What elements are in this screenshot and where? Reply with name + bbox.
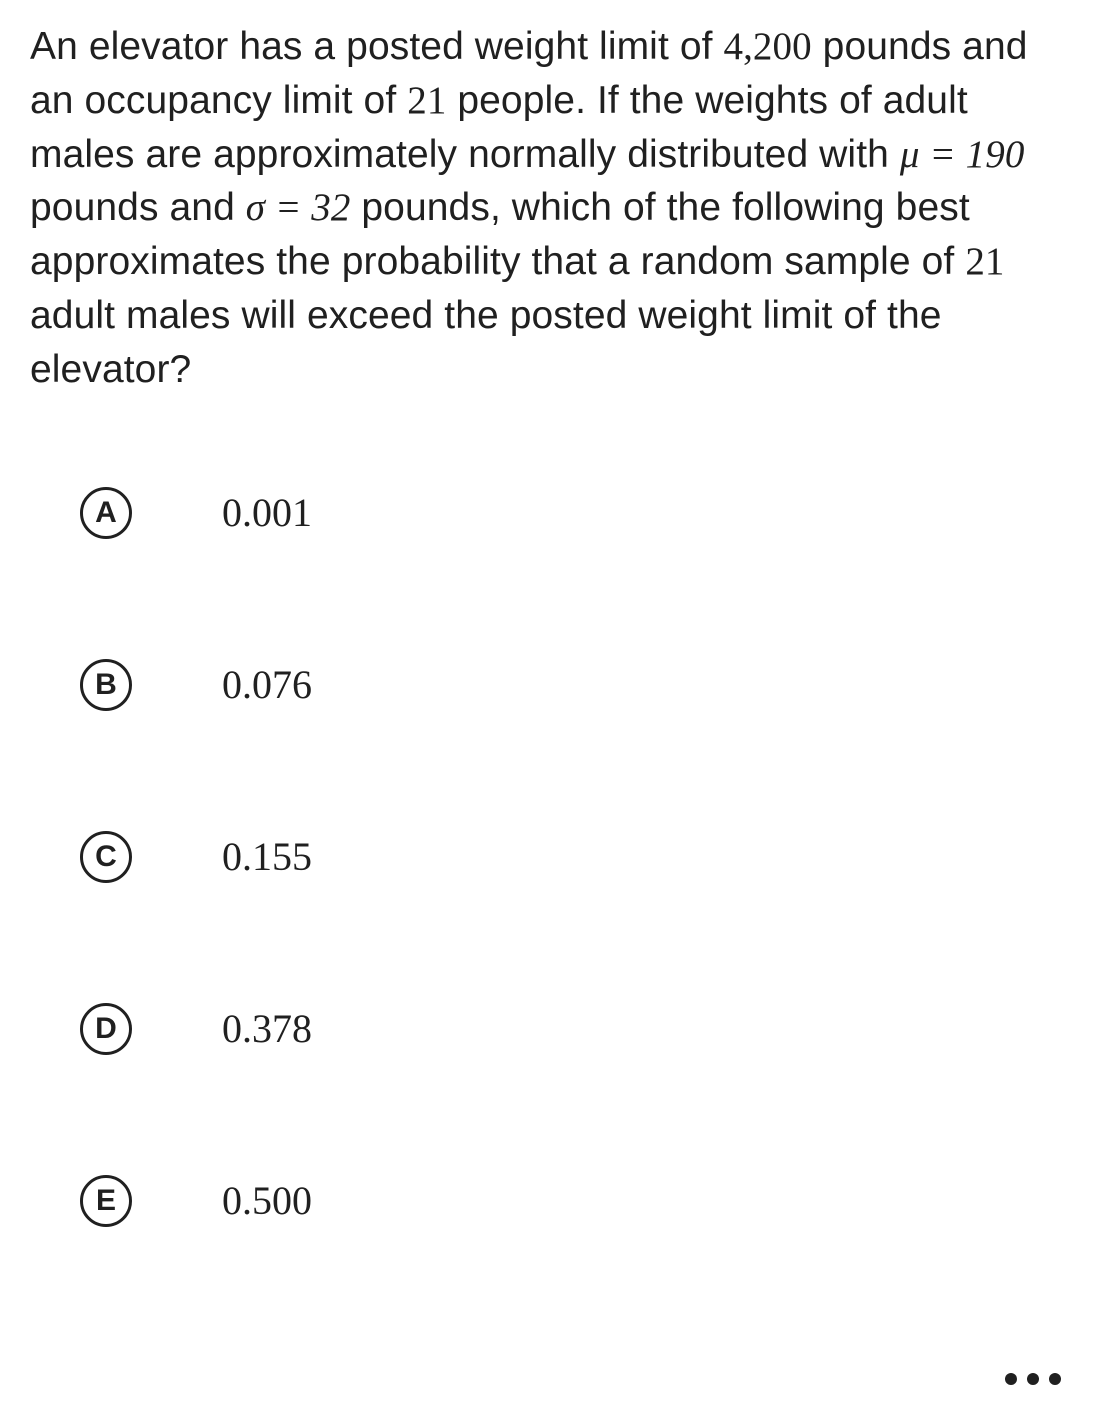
question-fragment: pounds and bbox=[30, 186, 246, 229]
dot-icon bbox=[1049, 1373, 1061, 1385]
choice-value: 0.076 bbox=[222, 661, 312, 708]
choice-b[interactable]: B 0.076 bbox=[80, 659, 1081, 711]
choice-letter-circle: C bbox=[80, 831, 132, 883]
choice-letter-circle: E bbox=[80, 1175, 132, 1227]
question-text: An elevator has a posted weight limit of… bbox=[30, 20, 1081, 397]
question-number: 4,200 bbox=[723, 25, 811, 68]
choice-e[interactable]: E 0.500 bbox=[80, 1175, 1081, 1227]
choice-letter-circle: B bbox=[80, 659, 132, 711]
question-number: 21 bbox=[965, 240, 1004, 283]
choice-letter-circle: D bbox=[80, 1003, 132, 1055]
dot-icon bbox=[1027, 1373, 1039, 1385]
choice-a[interactable]: A 0.001 bbox=[80, 487, 1081, 539]
choice-value: 0.155 bbox=[222, 833, 312, 880]
choice-c[interactable]: C 0.155 bbox=[80, 831, 1081, 883]
sigma-expression: σ = 32 bbox=[246, 186, 351, 229]
choices-list: A 0.001 B 0.076 C 0.155 D 0.378 E 0.500 bbox=[80, 487, 1081, 1227]
more-options-button[interactable] bbox=[1005, 1373, 1061, 1385]
dot-icon bbox=[1005, 1373, 1017, 1385]
choice-letter-circle: A bbox=[80, 487, 132, 539]
question-fragment: adult males will exceed the posted weigh… bbox=[30, 294, 942, 391]
choice-value: 0.378 bbox=[222, 1005, 312, 1052]
choice-value: 0.001 bbox=[222, 489, 312, 536]
question-fragment: An elevator has a posted weight limit of bbox=[30, 25, 723, 68]
mu-expression: μ = 190 bbox=[900, 133, 1025, 176]
question-number: 21 bbox=[407, 79, 446, 122]
choice-d[interactable]: D 0.378 bbox=[80, 1003, 1081, 1055]
question-page: An elevator has a posted weight limit of… bbox=[0, 0, 1111, 1415]
choice-value: 0.500 bbox=[222, 1177, 312, 1224]
